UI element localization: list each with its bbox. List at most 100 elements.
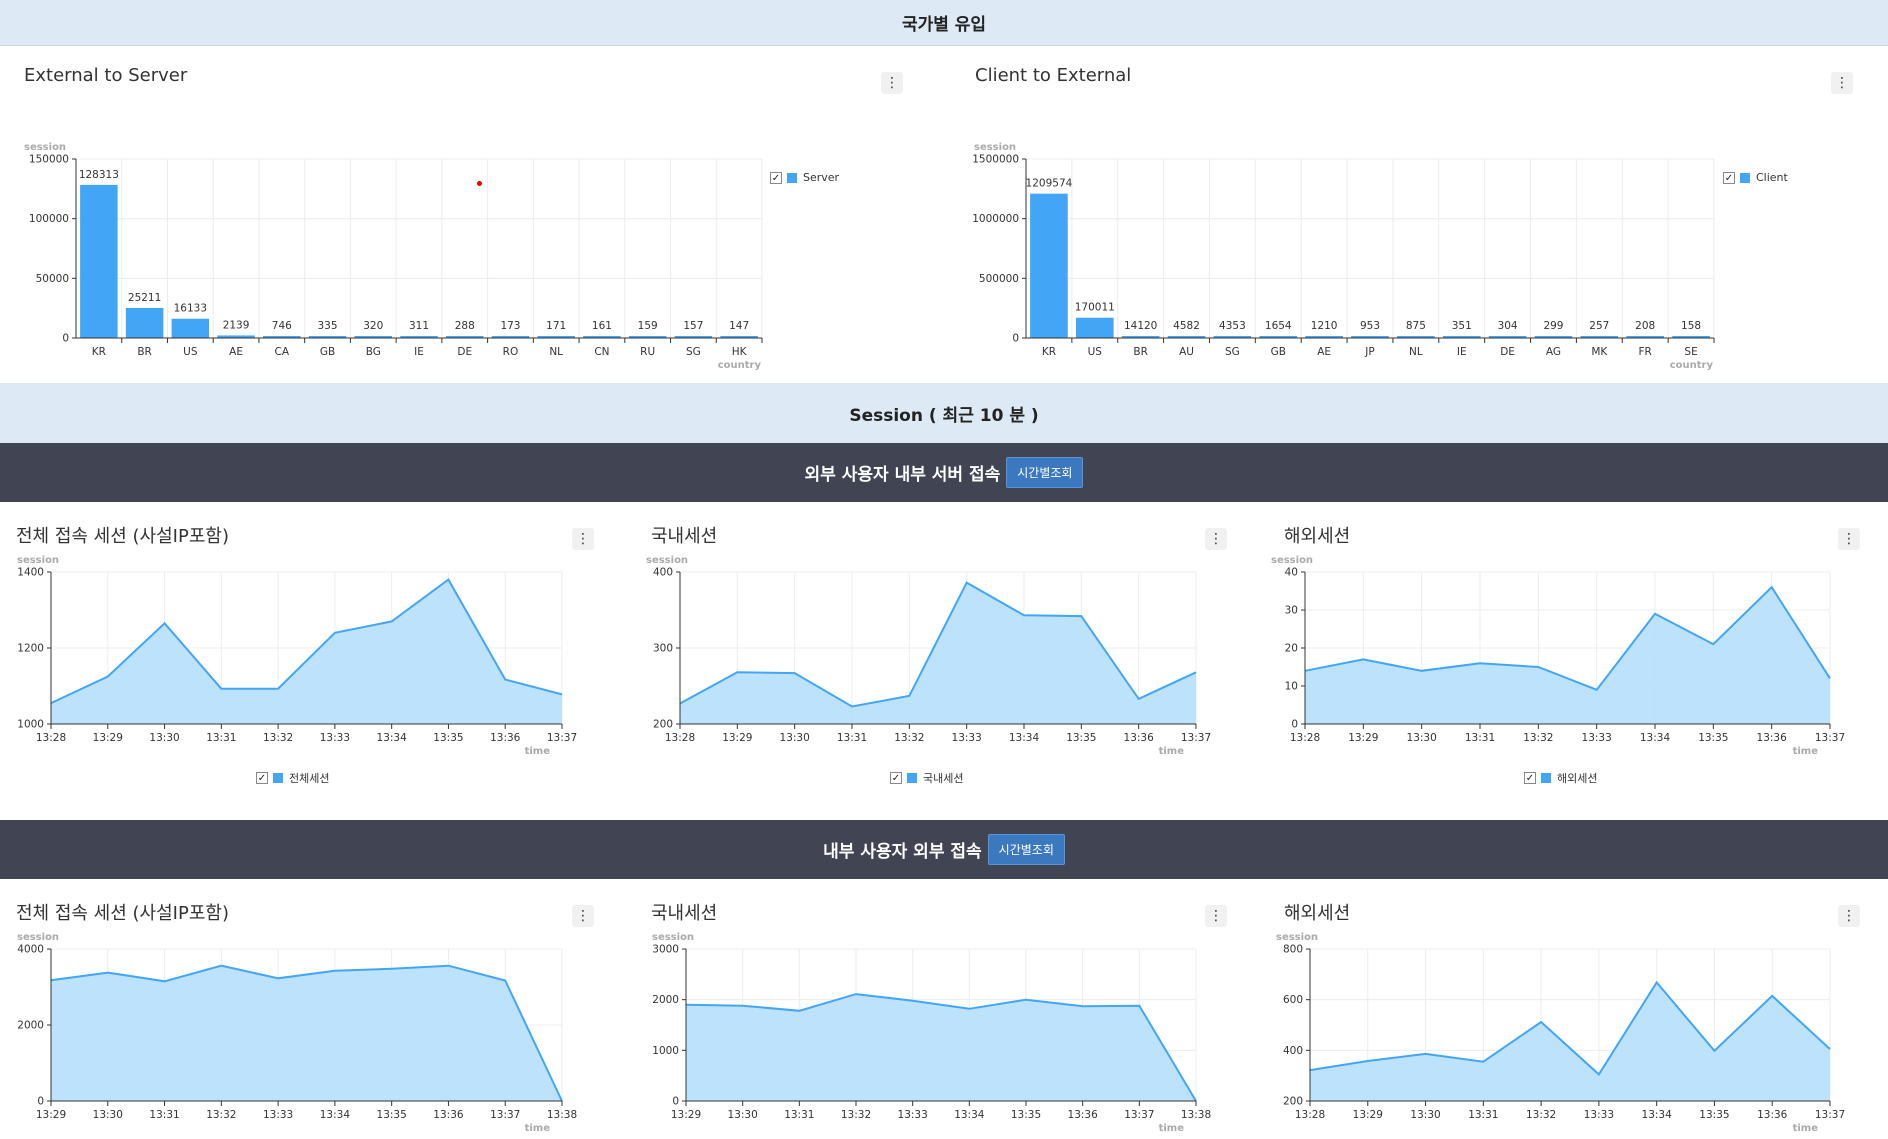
area-fill	[680, 582, 1196, 724]
y-axis-label: session	[24, 142, 66, 153]
x-tick-label: SE	[1684, 346, 1697, 358]
y-tick-label: 600	[1283, 994, 1303, 1006]
legend-checkbox[interactable]: ✓	[890, 772, 902, 784]
bar-value-label: 288	[455, 320, 475, 332]
session-header: Session ( 최근 10 분 )	[0, 383, 1888, 444]
internal-hourly-button[interactable]: 시간별조회	[987, 834, 1065, 865]
y-tick-label: 800	[1283, 944, 1303, 956]
x-tick-label: JP	[1364, 346, 1374, 358]
x-tick-label: AE	[1317, 346, 1331, 358]
int-total-session-panel: 전체 접속 세션 (사설IP포함) ⋮ 0 2000 4000 session 13:29 1…	[0, 879, 634, 1139]
x-tick-label: 13:37	[547, 732, 577, 744]
ext-overseas-session-panel: 해외세션 ⋮ 0 10 20 30 40 session 13:28 13:29 13:30 13:3…	[1268, 502, 1888, 820]
bar-value-label: 161	[592, 320, 612, 332]
more-menu-icon[interactable]: ⋮	[1838, 905, 1860, 927]
bar-bg	[354, 336, 393, 338]
legend-item[interactable]: ✓ Server	[770, 171, 839, 184]
more-menu-icon[interactable]: ⋮	[1205, 528, 1227, 550]
x-tick-label: BG	[366, 346, 381, 358]
x-tick-label: NL	[1409, 346, 1423, 358]
bar-gb	[308, 336, 347, 338]
bar-value-label: 1210	[1311, 320, 1338, 332]
legend-item[interactable]: ✓ Client	[1723, 171, 1788, 184]
bar-value-label: 173	[500, 320, 520, 332]
external-hourly-button[interactable]: 시간별조회	[1006, 457, 1084, 488]
ext-domestic-session-panel: 국내세션 ⋮ 200 300 400 session 13:28 13:29 13:30 13:3…	[634, 502, 1268, 820]
legend-item[interactable]: ✓ 국내세션	[890, 770, 963, 786]
external-users-bar: 외부 사용자 내부 서버 접속 시간별조회	[0, 443, 1888, 502]
internal-users-title: 내부 사용자 외부 접속	[823, 842, 982, 862]
legend-label: Client	[1756, 171, 1788, 184]
x-tick-label: 13:31	[1465, 732, 1495, 744]
x-tick-label: 13:30	[728, 1109, 758, 1121]
x-tick-label: 13:29	[671, 1109, 701, 1121]
marker-dot	[477, 181, 482, 186]
more-menu-icon[interactable]: ⋮	[572, 528, 594, 550]
legend-checkbox[interactable]: ✓	[770, 171, 782, 184]
x-tick-label: 13:35	[1066, 732, 1096, 744]
x-tick-label: 13:35	[1698, 732, 1728, 744]
legend-swatch	[1740, 172, 1750, 183]
legend-item[interactable]: ✓ 전체세션	[256, 770, 329, 786]
bar-value-label: 159	[638, 320, 658, 332]
bar-ro	[491, 336, 530, 338]
series-line	[685, 993, 1197, 1102]
x-tick-label: 13:28	[36, 732, 66, 744]
y-tick-label: 100000	[29, 213, 69, 225]
x-tick-label: MK	[1591, 346, 1608, 358]
bar-br	[125, 307, 164, 338]
bar-value-label: 1209574	[1026, 178, 1073, 190]
more-menu-icon[interactable]: ⋮	[572, 905, 594, 927]
series-line	[1309, 980, 1831, 1076]
x-tick-label: 13:37	[1815, 732, 1845, 744]
bar-value-label: 147	[729, 320, 749, 332]
bar-ie	[1442, 336, 1481, 338]
bar-cn	[583, 336, 621, 338]
y-tick-label: 2000	[652, 994, 679, 1006]
more-menu-icon[interactable]: ⋮	[1205, 905, 1227, 927]
bar-value-label: 208	[1635, 320, 1655, 332]
chart-title: 전체 접속 세션 (사설IP포함)	[16, 903, 229, 924]
y-tick-label: 1400	[17, 567, 44, 579]
y-tick-label: 3000	[652, 944, 679, 956]
x-axis-label: country	[718, 360, 762, 371]
x-tick-label: 13:30	[780, 732, 810, 744]
x-tick-label: 13:36	[490, 732, 521, 744]
bar-value-label: 320	[363, 320, 383, 332]
bar-de	[1488, 336, 1527, 338]
x-tick-label: FR	[1639, 346, 1652, 358]
legend-item[interactable]: ✓ 해외세션	[1524, 770, 1597, 786]
x-tick-label: 13:31	[784, 1109, 814, 1121]
more-menu-icon[interactable]: ⋮	[881, 72, 903, 94]
y-tick-label: 1200	[17, 643, 44, 655]
x-tick-label: 13:37	[1124, 1109, 1154, 1121]
y-tick-label: 0	[62, 333, 69, 345]
x-tick-label: 13:28	[1295, 1109, 1325, 1121]
x-axis-label: time	[1159, 1123, 1185, 1134]
session-title: Session ( 최근 10 분 )	[849, 405, 1039, 426]
x-tick-label: 13:33	[898, 1109, 928, 1121]
int-domestic-session-panel: 국내세션 ⋮ 0 1000 2000 3000 session 13:29 13:30 13:31…	[634, 879, 1268, 1139]
legend-checkbox[interactable]: ✓	[1524, 772, 1536, 784]
y-tick-label: 1000	[652, 1045, 679, 1057]
area-fill	[51, 579, 562, 724]
country-inflow-header: 국가별 유입	[0, 0, 1888, 46]
x-tick-label: GB	[1271, 346, 1286, 358]
y-tick-label: 500000	[979, 273, 1019, 285]
x-tick-label: 13:38	[547, 1109, 577, 1121]
x-tick-label: 13:31	[149, 1109, 179, 1121]
legend-swatch	[787, 172, 797, 183]
area-fill	[51, 965, 562, 1101]
x-tick-label: HK	[732, 346, 748, 358]
x-tick-label: 13:36	[433, 1109, 464, 1121]
legend-checkbox[interactable]: ✓	[256, 772, 268, 784]
x-tick-label: 13:34	[1640, 732, 1671, 744]
series-line	[50, 578, 563, 705]
more-menu-icon[interactable]: ⋮	[1831, 72, 1853, 94]
legend-checkbox[interactable]: ✓	[1723, 171, 1735, 184]
y-tick-label: 10	[1285, 681, 1298, 693]
x-tick-label: CA	[275, 346, 290, 358]
more-menu-icon[interactable]: ⋮	[1838, 528, 1860, 550]
x-tick-label: GB	[320, 346, 335, 358]
x-tick-label: 13:35	[433, 732, 463, 744]
